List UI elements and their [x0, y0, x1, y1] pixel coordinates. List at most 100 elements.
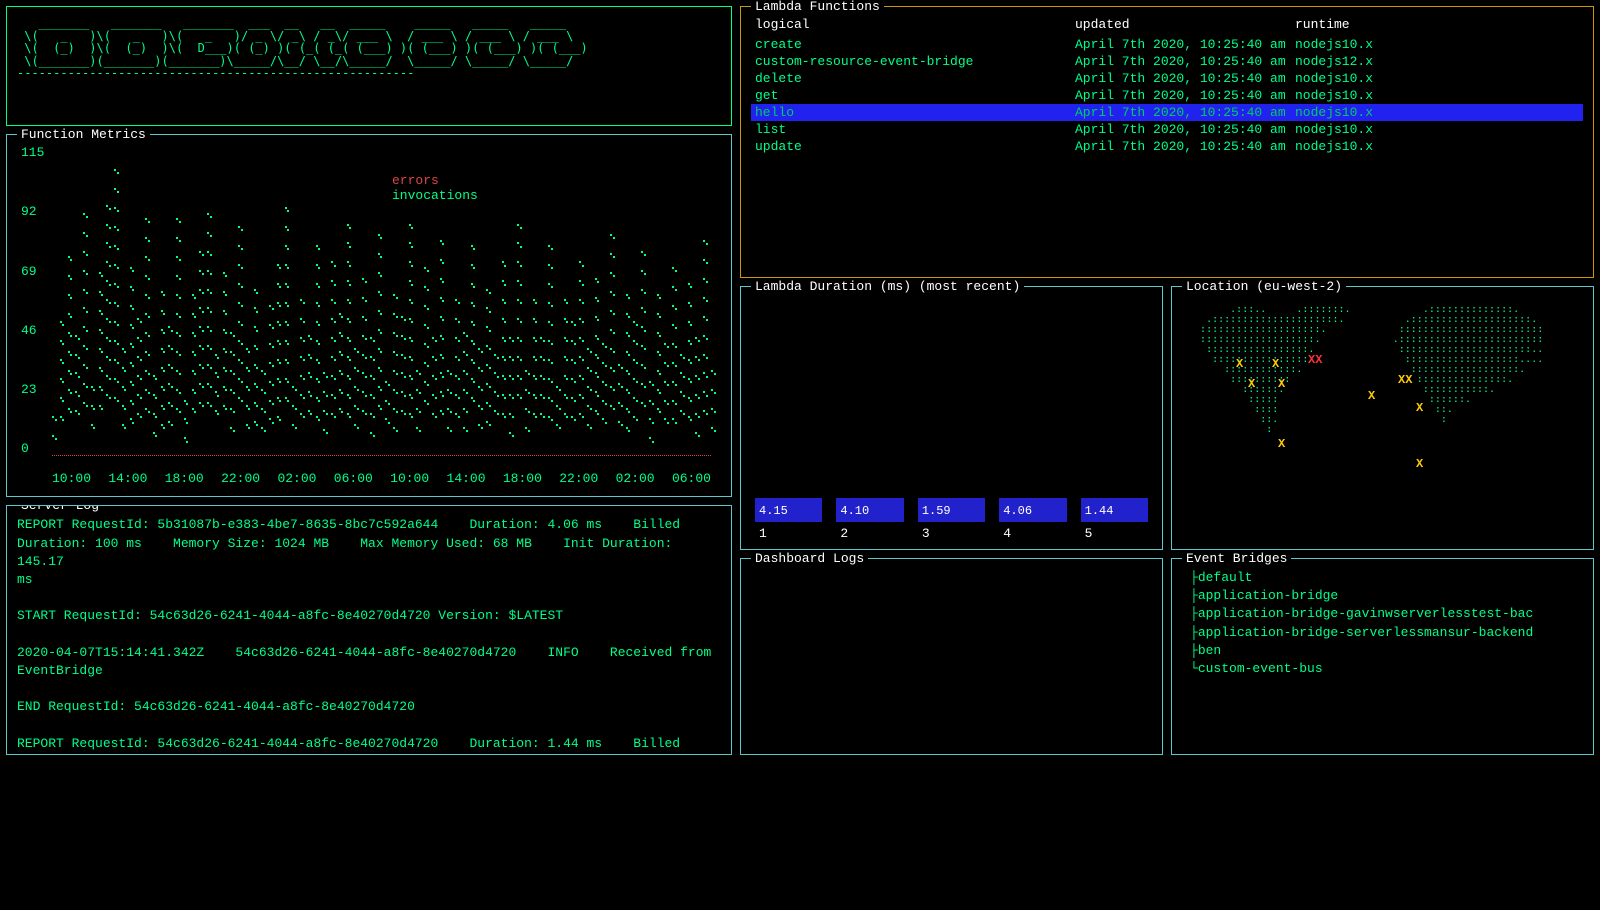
cell-logical: create: [755, 37, 1075, 52]
y-tick: 69: [21, 264, 44, 279]
cell-logical: delete: [755, 71, 1075, 86]
function-metrics-panel: Function Metrics 115926946230 errors inv…: [6, 134, 732, 497]
y-tick: 92: [21, 204, 44, 219]
metrics-scatter: [52, 145, 711, 456]
tree-branch-icon: ├: [1190, 643, 1198, 658]
tree-branch-icon: ├: [1190, 625, 1198, 640]
x-tick: 06:00: [672, 471, 711, 486]
bar-value-label: 1.59: [922, 504, 951, 518]
x-tick: 22:00: [221, 471, 260, 486]
x-tick: 18:00: [503, 471, 542, 486]
y-tick: 46: [21, 323, 44, 338]
cell-logical: get: [755, 88, 1075, 103]
map-marker: X: [1278, 377, 1285, 391]
server-log-panel: Server Log REPORT RequestId: 5b31087b-e3…: [6, 505, 732, 755]
bridge-item[interactable]: application-bridge-gavinwserverlesstest-…: [1198, 606, 1533, 621]
lambda-duration-panel: Lambda Duration (ms) (most recent) 4.151…: [740, 286, 1163, 550]
zero-line: [52, 455, 711, 456]
table-row[interactable]: update April 7th 2020, 10:25:40 am nodej…: [751, 138, 1583, 155]
table-row[interactable]: hello April 7th 2020, 10:25:40 am nodejs…: [751, 104, 1583, 121]
table-row[interactable]: list April 7th 2020, 10:25:40 am nodejs1…: [751, 121, 1583, 138]
bar-x-label: 4: [999, 522, 1066, 541]
cell-logical: custom-resource-event-bridge: [755, 54, 1075, 69]
x-tick: 02:00: [277, 471, 316, 486]
lambda-table-header: logical updated runtime: [751, 17, 1583, 36]
cell-logical: update: [755, 139, 1075, 154]
bar-x-label: 3: [918, 522, 985, 541]
map-marker: X: [1416, 401, 1423, 415]
dashboard-logs-title: Dashboard Logs: [751, 551, 868, 566]
table-row[interactable]: create April 7th 2020, 10:25:40 am nodej…: [751, 36, 1583, 53]
duration-bar: 4.06: [999, 498, 1066, 522]
cell-updated: April 7th 2020, 10:25:40 am: [1075, 54, 1295, 69]
cell-runtime: nodejs10.x: [1295, 122, 1579, 137]
map-marker: XX: [1308, 353, 1322, 367]
server-log-title: Server Log: [17, 505, 103, 513]
bar-x-label: 2: [836, 522, 903, 541]
duration-bar: 1.59: [918, 498, 985, 522]
x-tick: 14:00: [108, 471, 147, 486]
cell-updated: April 7th 2020, 10:25:40 am: [1075, 122, 1295, 137]
bridge-item[interactable]: default: [1198, 570, 1253, 585]
bar-x-label: 1: [755, 522, 822, 541]
event-bridges-panel[interactable]: Event Bridges ├default├application-bridg…: [1171, 558, 1594, 755]
cell-logical: hello: [755, 105, 1075, 120]
duration-bar: 4.10: [836, 498, 903, 522]
cell-updated: April 7th 2020, 10:25:40 am: [1075, 105, 1295, 120]
bridge-item[interactable]: application-bridge: [1198, 588, 1338, 603]
bar-value-label: 4.10: [840, 504, 869, 518]
table-row[interactable]: delete April 7th 2020, 10:25:40 am nodej…: [751, 70, 1583, 87]
y-tick: 23: [21, 382, 44, 397]
bar-value-label: 4.06: [1003, 504, 1032, 518]
cell-runtime: nodejs10.x: [1295, 88, 1579, 103]
bridge-item[interactable]: application-bridge-serverlessmansur-back…: [1198, 625, 1533, 640]
bridge-item[interactable]: custom-event-bus: [1198, 661, 1323, 676]
bar-value-label: 4.15: [759, 504, 788, 518]
cell-runtime: nodejs10.x: [1295, 71, 1579, 86]
cell-runtime: nodejs12.x: [1295, 54, 1579, 69]
cell-updated: April 7th 2020, 10:25:40 am: [1075, 71, 1295, 86]
x-tick: 18:00: [165, 471, 204, 486]
cell-runtime: nodejs10.x: [1295, 139, 1579, 154]
event-bridges-title: Event Bridges: [1182, 551, 1291, 566]
metrics-x-axis: 10:0014:0018:0022:0002:0006:0010:0014:00…: [52, 471, 711, 486]
cell-updated: April 7th 2020, 10:25:40 am: [1075, 88, 1295, 103]
banner-panel: _______ _______ _______ ___ __ __ _____ …: [6, 6, 732, 126]
col-runtime: runtime: [1295, 17, 1579, 32]
ascii-banner: _______ _______ _______ ___ __ __ _____ …: [17, 17, 721, 80]
cell-updated: April 7th 2020, 10:25:40 am: [1075, 139, 1295, 154]
duration-bar: 1.44: [1081, 498, 1148, 522]
y-tick: 0: [21, 441, 44, 456]
x-tick: 10:00: [52, 471, 91, 486]
cell-updated: April 7th 2020, 10:25:40 am: [1075, 37, 1295, 52]
lambda-functions-panel[interactable]: Lambda Functions logical updated runtime…: [740, 6, 1594, 278]
x-tick: 10:00: [390, 471, 429, 486]
cell-logical: list: [755, 122, 1075, 137]
bar-x-label: 5: [1081, 522, 1148, 541]
bar-value-label: 1.44: [1085, 504, 1114, 518]
map-marker: X: [1236, 357, 1243, 371]
tree-branch-icon: └: [1190, 661, 1198, 676]
metrics-y-axis: 115926946230: [21, 145, 44, 456]
dashboard-logs-panel: Dashboard Logs: [740, 558, 1163, 755]
table-row[interactable]: custom-resource-event-bridge April 7th 2…: [751, 53, 1583, 70]
x-tick: 02:00: [616, 471, 655, 486]
cell-runtime: nodejs10.x: [1295, 105, 1579, 120]
col-logical: logical: [755, 17, 1075, 32]
duration-title: Lambda Duration (ms) (most recent): [751, 279, 1024, 294]
location-title: Location (eu-west-2): [1182, 279, 1346, 294]
world-map: .:::.. .:::::::. .::::::::::::::. .:::::…: [1182, 305, 1583, 539]
map-marker: X: [1368, 389, 1375, 403]
duration-bar: 4.15: [755, 498, 822, 522]
map-marker: X: [1416, 457, 1423, 471]
cell-runtime: nodejs10.x: [1295, 37, 1579, 52]
bridge-item[interactable]: ben: [1198, 643, 1221, 658]
table-row[interactable]: get April 7th 2020, 10:25:40 am nodejs10…: [751, 87, 1583, 104]
tree-branch-icon: ├: [1190, 606, 1198, 621]
map-marker: X: [1248, 377, 1255, 391]
map-marker: XX: [1398, 373, 1412, 387]
server-log-text: REPORT RequestId: 5b31087b-e383-4be7-863…: [17, 516, 721, 755]
tree-branch-icon: ├: [1190, 570, 1198, 585]
tree-branch-icon: ├: [1190, 588, 1198, 603]
map-marker: X: [1272, 357, 1279, 371]
